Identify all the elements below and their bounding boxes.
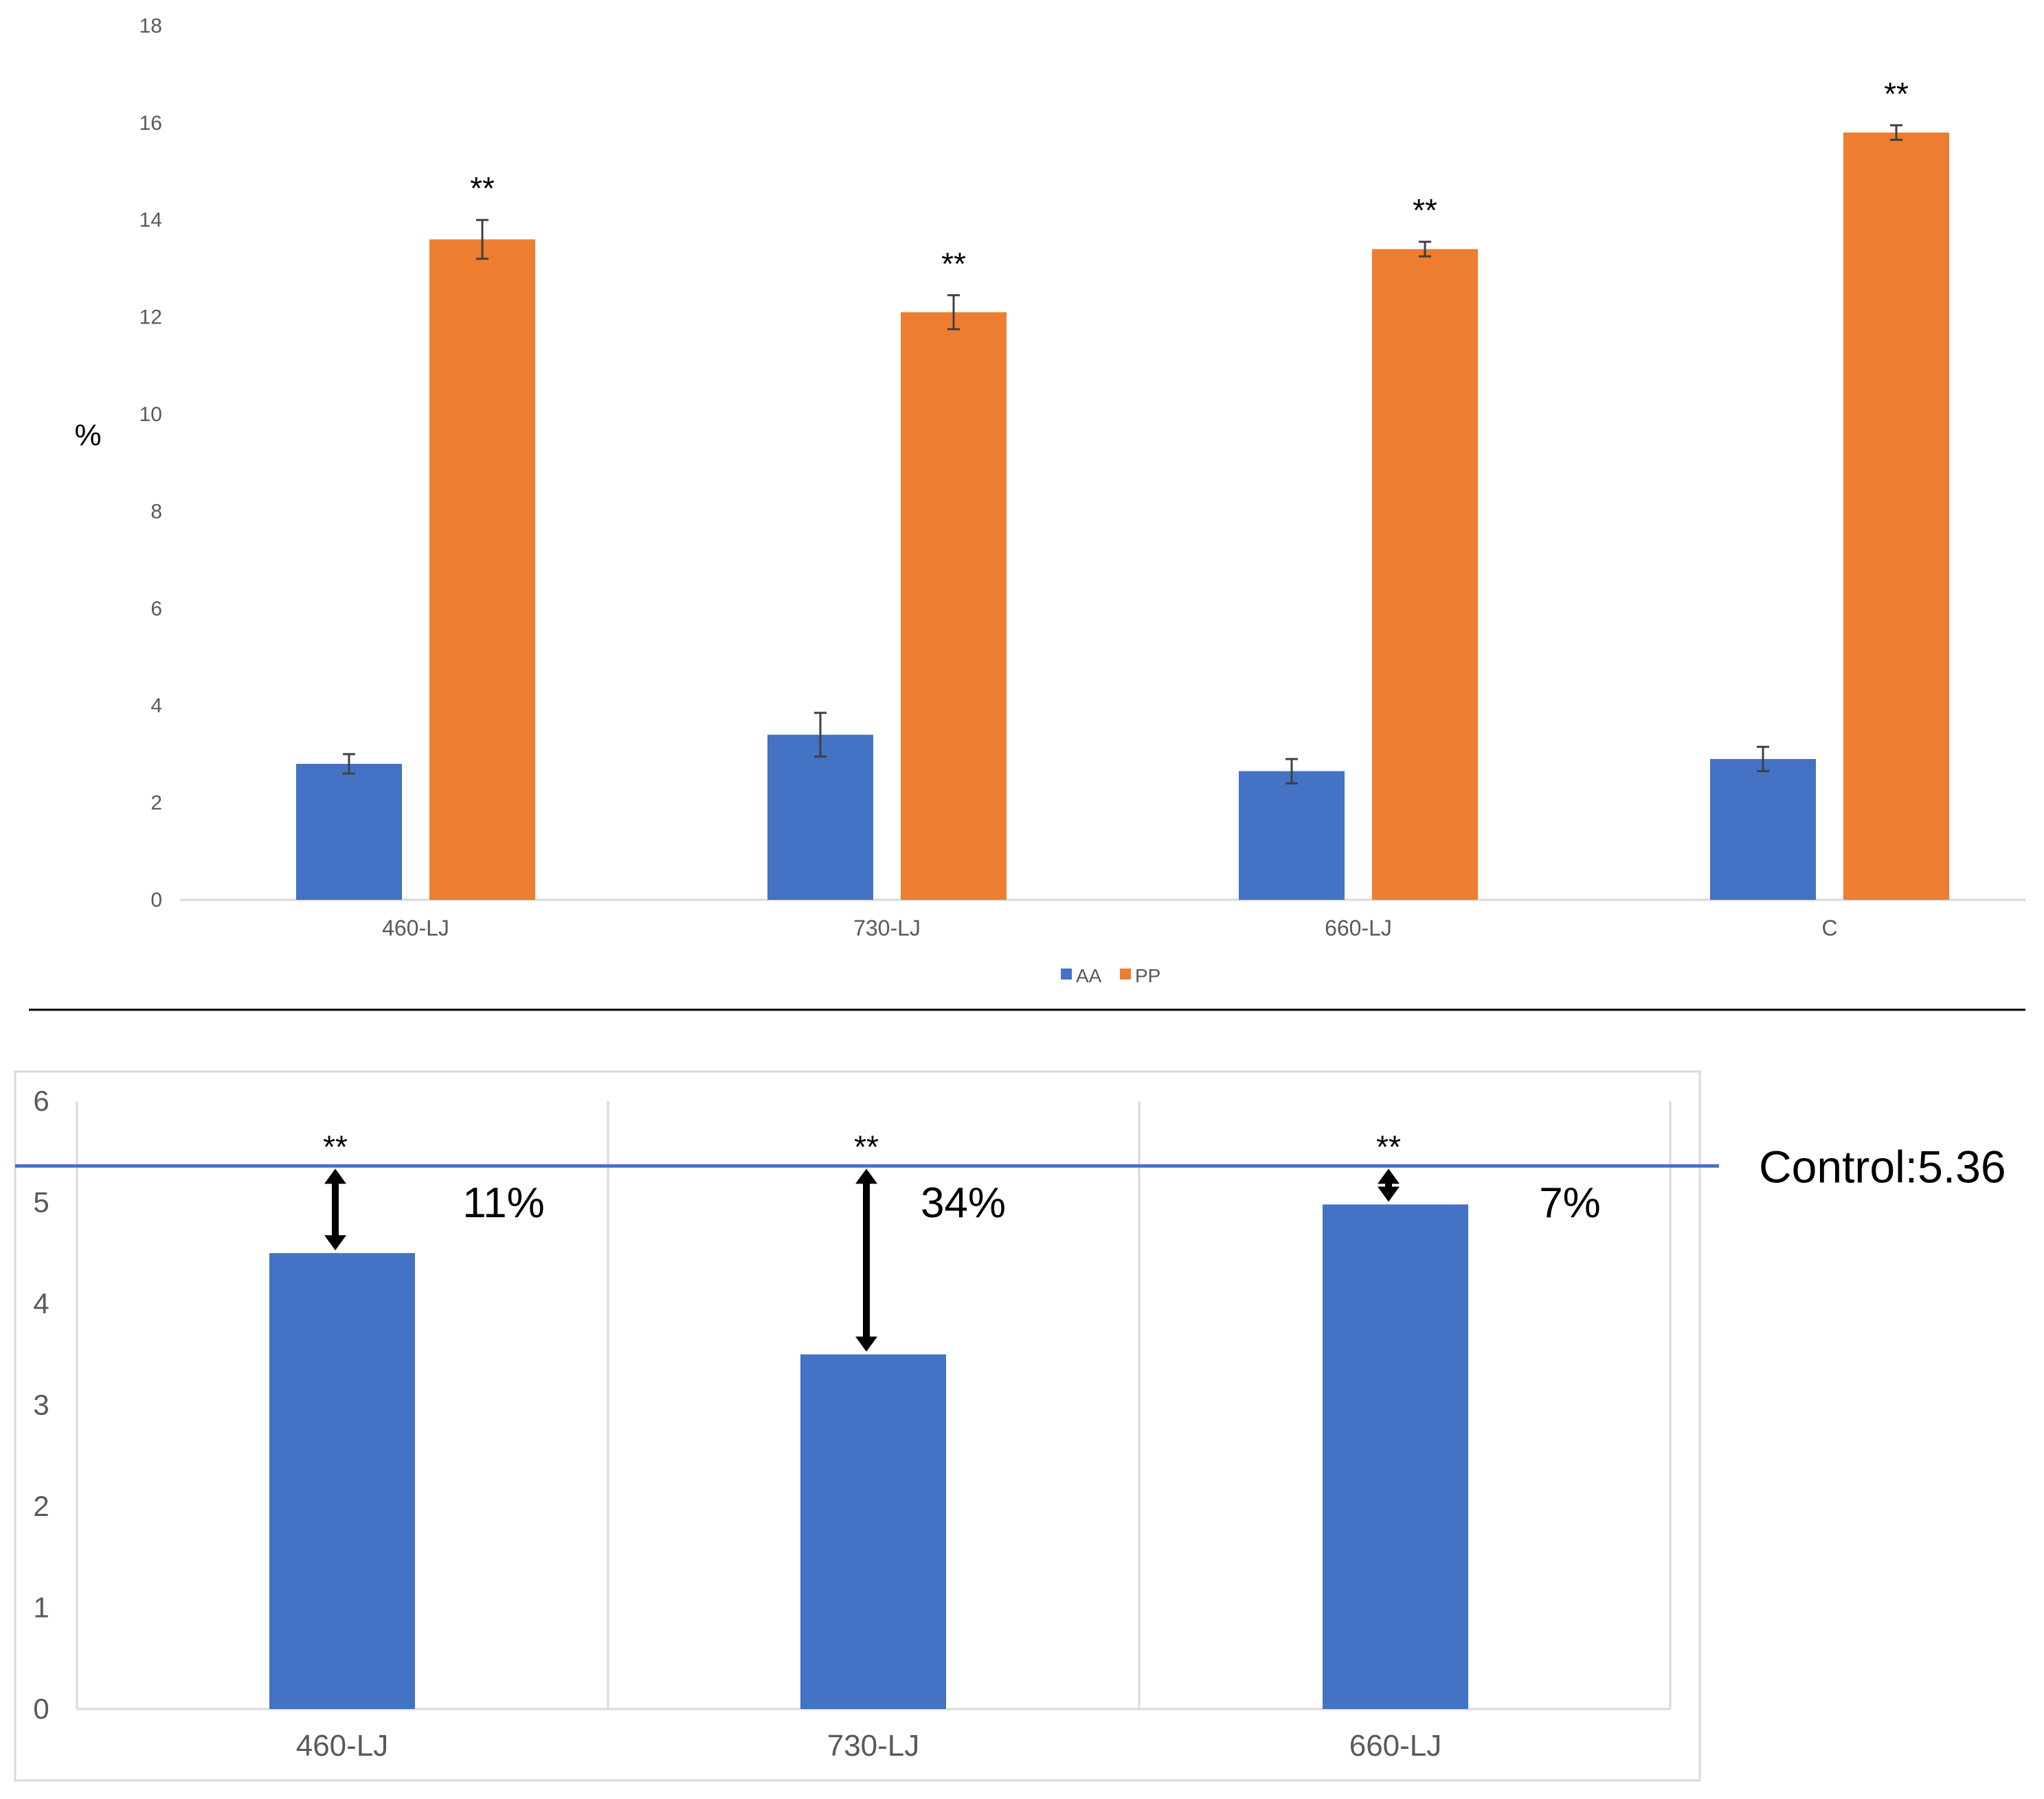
bar-pp-730-lj [901,312,1007,900]
difference-arrow [324,1168,346,1251]
bar-aa-660-lj [1239,771,1345,900]
x-tick-label: C [1821,916,1837,940]
x-tick-label: 460-LJ [382,916,449,940]
error-bar-aa-660-lj [1285,758,1298,784]
chart-top-y-axis-label: % [74,418,101,452]
reduction-label: 7% [1539,1179,1601,1227]
significance-marker: ** [1376,1129,1401,1164]
chart-top: 0 2 4 6 8 10 12 14 16 18 % ** ** ** ** 460-LJ 730-LJ 6… [74,14,2025,986]
reduction-label: 11% [462,1179,545,1227]
y-tick-label: 4 [150,694,162,717]
y-tick-label: 2 [150,792,162,815]
arrow-head-down [855,1336,877,1352]
y-tick-label: 4 [33,1287,49,1320]
control-reference-label: Control:5.36 [1759,1141,2006,1192]
y-tick-label: 14 [139,209,162,231]
legend-swatch-pp [1120,969,1131,980]
y-tick-label: 2 [33,1490,49,1522]
bar-aa-730-lj [767,734,873,900]
arrow-head-down [324,1235,346,1251]
arrow-head-down [1378,1186,1400,1202]
chart-bottom-x-axis: 460-LJ 730-LJ 660-LJ [296,1729,1442,1763]
arrow-head-up [324,1168,346,1184]
chart-top-legend: AA PP [1061,965,1160,986]
significance-marker: ** [1884,76,1909,111]
chart-bottom-bars: ** 11% ** 34% ** 7% [269,1129,1601,1709]
chart-top-x-axis: 460-LJ 730-LJ 660-LJ C [382,916,1837,940]
y-tick-label: 0 [33,1693,49,1725]
legend-swatch-aa [1061,969,1072,980]
chart-bottom: 0 1 2 3 4 5 6 ** 11% ** 34% ** 7% Control:5.36 460-… [14,1070,2006,1782]
bar-pp-460-lj [429,239,535,901]
significance-marker: ** [1413,192,1437,228]
x-tick-label: 730-LJ [827,1729,920,1763]
arrow-head-up [855,1168,877,1184]
y-tick-label: 1 [33,1592,49,1624]
error-bar-aa-c [1757,745,1769,773]
y-tick-label: 5 [33,1186,49,1219]
legend-label-pp: PP [1135,965,1160,986]
error-bar-aa-460-lj [343,753,355,775]
y-tick-label: 6 [33,1085,49,1117]
bar-460-lj [269,1253,415,1709]
x-tick-label: 660-LJ [1325,916,1392,940]
difference-arrow [1378,1168,1400,1202]
y-tick-label: 10 [139,403,162,426]
y-tick-label: 8 [150,500,162,523]
bar-aa-460-lj [296,764,402,900]
error-bar-pp-c [1890,124,1902,142]
x-tick-label: 660-LJ [1349,1729,1442,1763]
legend-label-aa: AA [1076,965,1102,986]
bar-660-lj [1323,1204,1468,1709]
chart-top-bars: ** ** ** ** [296,76,1949,901]
significance-marker: ** [941,246,966,282]
bar-730-lj [800,1354,946,1709]
significance-marker: ** [470,170,495,206]
y-tick-label: 18 [139,14,162,37]
y-tick-label: 0 [150,889,162,912]
arrow-head-up [1378,1168,1400,1184]
chart-top-y-axis: 0 2 4 6 8 10 12 14 16 18 [139,14,162,912]
chart-bottom-frame [14,1070,1701,1782]
error-bar-pp-730-lj [947,294,960,330]
difference-arrow [855,1168,877,1352]
error-bar-pp-460-lj [476,218,488,260]
x-tick-label: 730-LJ [853,916,921,940]
chart-bottom-y-axis: 0 1 2 3 4 5 6 [33,1085,49,1725]
y-tick-label: 12 [139,306,162,329]
error-bar-aa-730-lj [814,712,827,758]
x-tick-label: 460-LJ [296,1729,389,1763]
significance-marker: ** [854,1129,879,1164]
reduction-label: 34% [921,1179,1006,1227]
significance-marker: ** [323,1129,348,1164]
bar-aa-c [1710,758,1816,900]
y-tick-label: 6 [150,598,162,620]
bar-pp-660-lj [1372,249,1478,900]
bar-pp-c [1843,132,1949,901]
y-tick-label: 16 [139,112,162,135]
error-bar-pp-660-lj [1419,240,1431,258]
y-tick-label: 3 [33,1389,49,1421]
